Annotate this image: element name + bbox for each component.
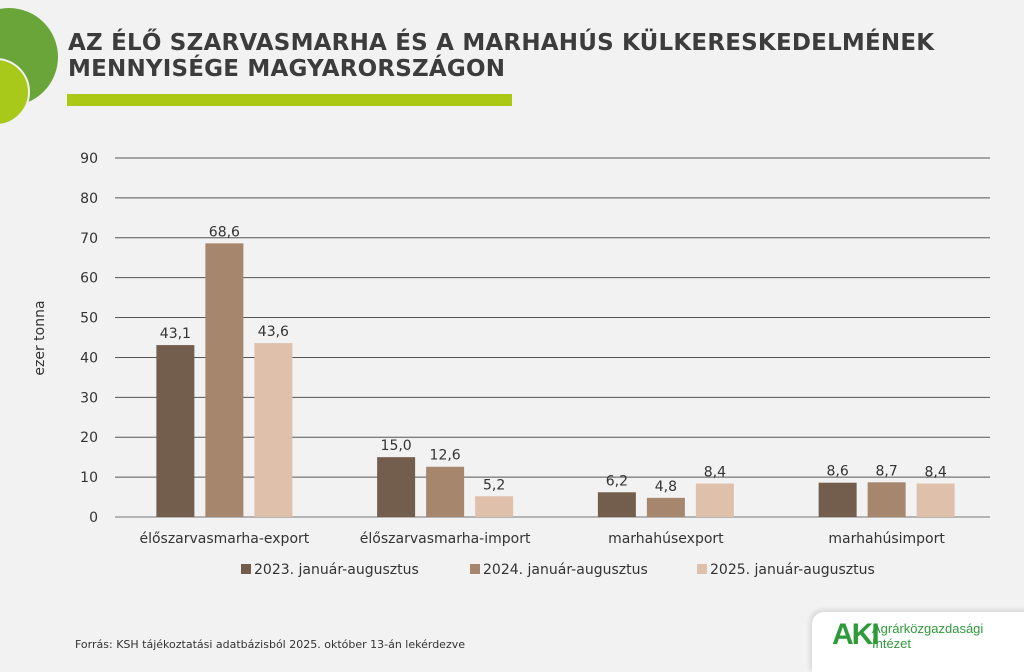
bar <box>646 497 685 517</box>
data-label: 4,8 <box>655 479 677 495</box>
y-tick-label: 40 <box>80 350 98 366</box>
y-tick-label: 10 <box>80 470 98 486</box>
x-tick-label: marhahúsimport <box>828 531 945 547</box>
y-tick-label: 50 <box>80 311 98 327</box>
aki-logo: AKI Agrárközgazdasági Intézet <box>812 612 1024 672</box>
logo-line1: Agrárközgazdasági <box>872 621 984 636</box>
bar <box>867 482 906 517</box>
bar <box>426 466 465 517</box>
x-tick-label: marhahúsexport <box>608 531 724 547</box>
data-label: 8,4 <box>704 464 726 480</box>
data-label: 8,7 <box>875 463 897 479</box>
x-tick-label: élőszarvasmarha-export <box>139 531 309 547</box>
page-title: AZ ÉLŐ SZARVASMARHA ÉS A MARHAHÚS KÜLKER… <box>68 30 935 83</box>
source-note: Forrás: KSH tájékoztatási adatbázisból 2… <box>75 638 466 651</box>
data-label: 12,6 <box>430 448 461 464</box>
data-label: 6,2 <box>606 473 628 489</box>
bar <box>377 457 416 517</box>
y-tick-label: 90 <box>80 151 98 167</box>
title-underline <box>67 94 512 106</box>
legend-label: 2023. január-augusztus <box>254 562 419 578</box>
bar <box>597 492 636 517</box>
legend-swatch <box>470 564 480 574</box>
legend-swatch <box>241 564 251 574</box>
bar <box>818 482 857 517</box>
data-label: 43,6 <box>258 324 289 340</box>
y-tick-label: 70 <box>80 231 98 247</box>
y-tick-label: 80 <box>80 191 98 207</box>
bar <box>916 483 955 517</box>
bar <box>254 343 293 517</box>
data-label: 8,4 <box>924 464 946 480</box>
y-tick-label: 30 <box>80 390 98 406</box>
legend-label: 2025. január-augusztus <box>710 562 875 578</box>
data-label: 43,1 <box>160 326 191 342</box>
legend-swatch <box>697 564 707 574</box>
y-axis-label: ezer tonna <box>32 300 48 375</box>
bar <box>156 345 195 517</box>
data-label: 5,2 <box>483 477 505 493</box>
data-label: 68,6 <box>209 224 240 240</box>
y-tick-label: 20 <box>80 430 98 446</box>
y-tick-label: 0 <box>89 510 98 526</box>
data-label: 15,0 <box>381 438 412 454</box>
bar <box>475 496 514 517</box>
bar <box>205 243 244 517</box>
bar <box>695 483 734 517</box>
logo-line2: Intézet <box>872 635 912 651</box>
data-label: 8,6 <box>826 464 848 480</box>
logo-mark: AKI <box>832 618 880 651</box>
legend-label: 2024. január-augusztus <box>483 562 648 578</box>
bar-chart: 0 10 20 30 40 50 60 70 80 90 ezer tonna élőszarvasm… <box>32 151 990 578</box>
y-tick-label: 60 <box>80 271 98 287</box>
x-tick-label: élőszarvasmarha-import <box>360 531 531 547</box>
